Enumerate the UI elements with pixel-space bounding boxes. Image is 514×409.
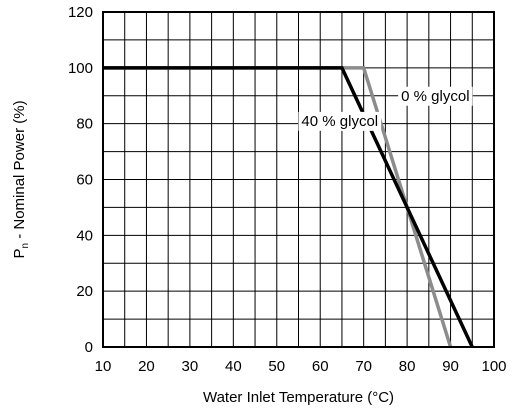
x-axis-ticks: 10 20 30 40 50 60 70 80 90 100 bbox=[95, 358, 507, 375]
y-axis-title-main: P bbox=[11, 249, 28, 259]
x-tick-label: 40 bbox=[225, 358, 242, 375]
y-tick-label: 0 bbox=[85, 339, 93, 356]
x-tick-label: 70 bbox=[355, 358, 372, 375]
x-tick-label: 80 bbox=[399, 358, 416, 375]
x-axis-title: Water Inlet Temperature (°C) bbox=[203, 389, 394, 406]
y-axis-ticks: 0 20 40 60 80 100 120 bbox=[68, 4, 93, 356]
annotations: 0 % glycol 40 % glycol bbox=[298, 86, 473, 131]
x-tick-label: 30 bbox=[182, 358, 199, 375]
x-tick-label: 20 bbox=[138, 358, 155, 375]
y-axis-title-rest: - Nominal Power (%) bbox=[11, 100, 28, 243]
annotation-background bbox=[398, 86, 473, 106]
x-tick-label: 10 bbox=[95, 358, 112, 375]
y-axis-title: Pn - Nominal Power (%) bbox=[11, 100, 31, 258]
y-tick-label: 100 bbox=[68, 60, 93, 77]
annotation-label: 40 % glycol bbox=[301, 113, 378, 130]
y-tick-label: 120 bbox=[68, 4, 93, 21]
y-tick-label: 80 bbox=[76, 116, 93, 133]
y-tick-label: 40 bbox=[76, 227, 93, 244]
plot-frame bbox=[102, 11, 495, 348]
x-tick-label: 60 bbox=[312, 358, 329, 375]
annotation-background bbox=[298, 111, 382, 131]
y-axis-title-subscript: n bbox=[20, 243, 31, 249]
y-tick-label: 60 bbox=[76, 172, 93, 189]
y-tick-label: 20 bbox=[76, 283, 93, 300]
x-tick-label: 50 bbox=[268, 358, 285, 375]
series-lines bbox=[103, 66, 474, 348]
annotation-label: 0 % glycol bbox=[401, 88, 469, 105]
x-tick-label: 90 bbox=[442, 358, 459, 375]
series-line-1 bbox=[103, 66, 474, 348]
x-tick-label: 100 bbox=[481, 358, 506, 375]
